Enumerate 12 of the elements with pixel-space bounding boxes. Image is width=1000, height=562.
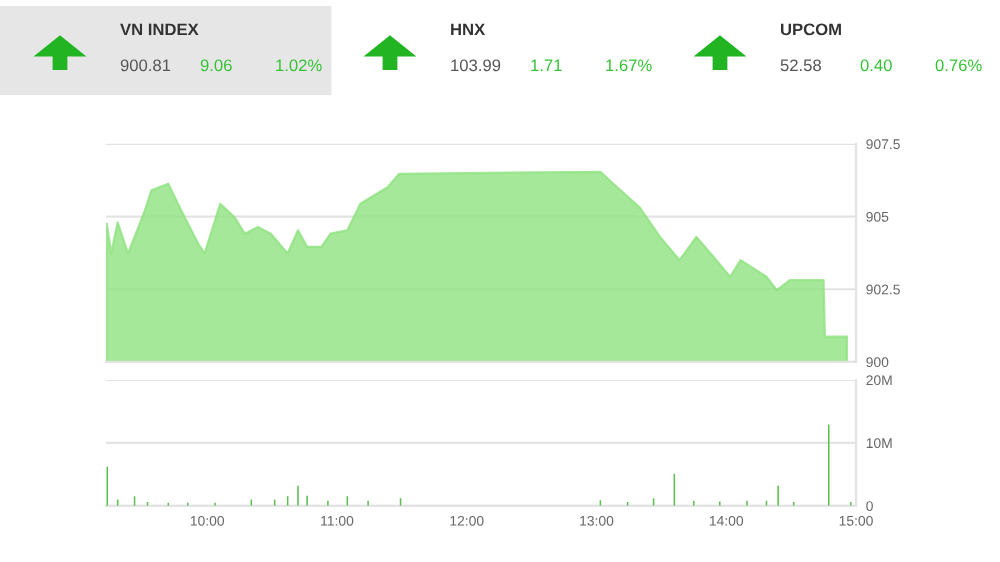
text: VN INDEX — [120, 23, 199, 36]
text: 0.76% — [935, 59, 982, 72]
text: 900.81 — [120, 59, 171, 72]
text: 0.40 — [860, 59, 892, 72]
text: UPCOM — [781, 23, 841, 36]
text: 52.58 — [780, 59, 821, 72]
text: 103.99 — [451, 59, 501, 72]
text: 1.67% — [606, 59, 652, 72]
text: 1.02% — [276, 59, 322, 72]
text: 9.06 — [200, 59, 232, 72]
text: HNX — [451, 23, 486, 36]
text: 1.71 — [531, 59, 562, 72]
